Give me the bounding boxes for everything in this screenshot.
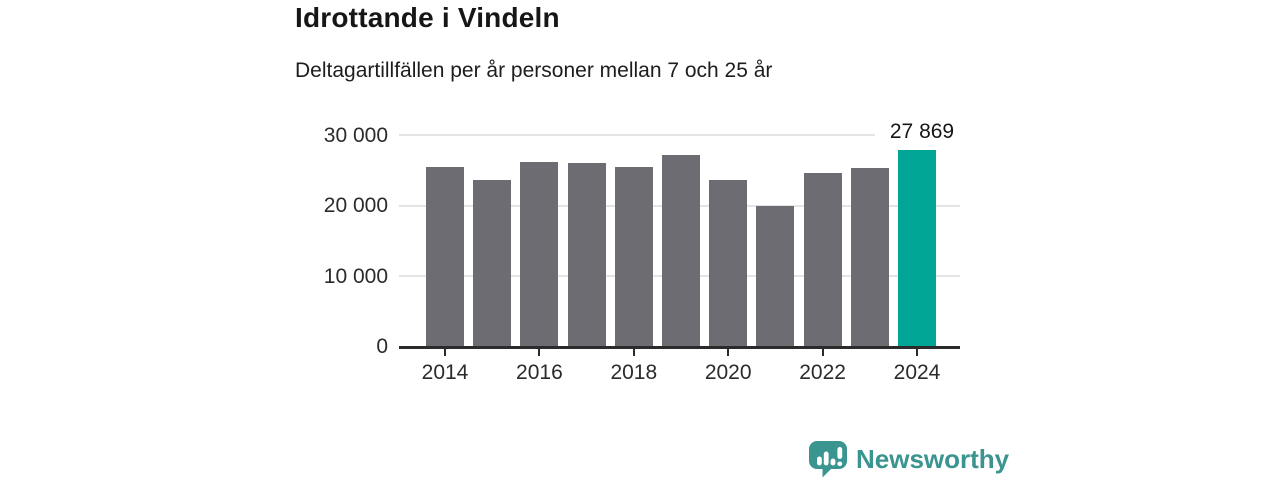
highlight-value-label: 27 869 (875, 120, 969, 144)
x-axis-tick (916, 348, 918, 356)
x-axis-tick-label: 2022 (799, 361, 846, 384)
chart-subtitle: Deltagartillfällen per år personer mella… (295, 59, 773, 82)
bar-2022 (803, 172, 842, 347)
y-axis-tick-label: 30 000 (323, 123, 388, 147)
x-axis-tick (538, 348, 541, 356)
brand-logo: Newsworthy (808, 440, 1009, 478)
bar-2023 (850, 168, 889, 347)
bar-2017 (567, 162, 606, 347)
x-axis-tick-label: 2014 (421, 361, 469, 384)
x-axis-line (399, 345, 960, 349)
x-axis-tick (632, 348, 635, 356)
bar-2019 (662, 154, 700, 347)
bar-2014 (426, 167, 464, 347)
x-axis-tick (821, 348, 824, 356)
x-axis-tick (444, 348, 446, 356)
chart-title: Idrottande i Vindeln (295, 2, 560, 33)
bar-2020 (709, 179, 748, 347)
bar-2024 (898, 150, 936, 347)
brand-name: Newsworthy (856, 444, 1010, 474)
x-axis-tick-label: 2020 (704, 361, 752, 384)
x-axis-tick-label: 2018 (610, 361, 658, 384)
y-axis-tick-label: 20 000 (323, 194, 388, 217)
x-axis-tick (727, 348, 730, 356)
bar-2015 (473, 180, 512, 347)
gridline (399, 134, 960, 136)
bar-2018 (614, 167, 653, 347)
bar-chart-speech-bubble-icon (808, 440, 848, 478)
y-axis-tick-label: 10 000 (323, 264, 388, 288)
y-axis-tick-label: 0 (376, 335, 388, 358)
x-axis-tick-label: 2024 (893, 361, 941, 384)
bar-2021 (756, 205, 795, 347)
x-axis-tick-label: 2016 (516, 361, 563, 384)
bar-2016 (520, 162, 559, 347)
